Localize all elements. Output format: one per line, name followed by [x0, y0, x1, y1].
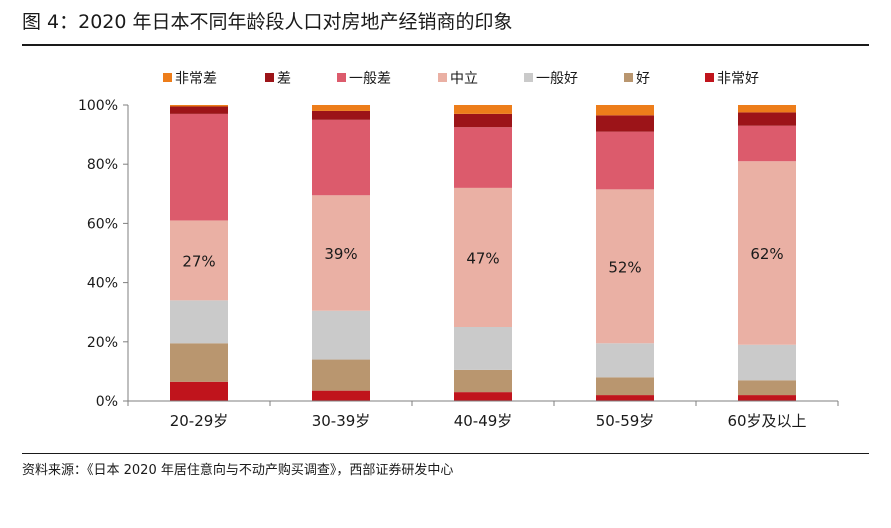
legend-label-5: 一般好 — [536, 71, 578, 87]
y-tick-label-100: 100% — [78, 98, 118, 114]
legend-swatch-4 — [438, 73, 447, 82]
legend-label-7: 非常好 — [717, 71, 759, 87]
legend-label-2: 差 — [277, 71, 291, 87]
bar-40-49-series-4 — [454, 187, 512, 327]
legend-swatch-5 — [524, 73, 533, 82]
bar-50-59-series-5 — [596, 131, 654, 190]
bar-40-49-series-1 — [454, 392, 512, 401]
chart-legend: 非常差 差 一般差 中立 一般好 好 非常好 — [163, 71, 759, 87]
data-label-50-59: 52% — [608, 258, 641, 276]
bar-60-series-7 — [738, 105, 796, 113]
source-note: 资料来源：《日本 2020 年居住意向与不动产购买调查》，西部证券研发中心 — [22, 463, 454, 478]
data-label-20-29: 27% — [182, 252, 215, 270]
x-tick-label-50-59: 50-59岁 — [596, 412, 655, 430]
figure-title: 图 4：2020 年日本不同年龄段人口对房地产经销商的印象 — [22, 11, 513, 33]
bar-50-59-series-6 — [596, 115, 654, 132]
bar-30-39-series-5 — [312, 119, 370, 196]
bar-50-59-series-7 — [596, 105, 654, 116]
bar-50-59-series-3 — [596, 343, 654, 378]
y-tick-label-0: 0% — [96, 394, 118, 410]
bar-20-29-series-4 — [170, 220, 228, 301]
bar-30-39-series-4 — [312, 195, 370, 311]
x-tick-label-20-29: 20-29岁 — [170, 412, 229, 430]
legend-label-3: 一般差 — [349, 71, 391, 87]
bar-50-59-series-1 — [596, 395, 654, 401]
bar-30-39-series-2 — [312, 359, 370, 391]
bar-40-49-series-7 — [454, 105, 512, 114]
legend-swatch-7 — [705, 73, 714, 82]
legend-label-4: 中立 — [450, 71, 478, 87]
y-tick-label-80: 80% — [87, 157, 118, 173]
bar-40-49-series-3 — [454, 327, 512, 370]
bar-60-series-2 — [738, 380, 796, 396]
data-labels: 27% 39% 47% 52% 62% — [182, 245, 783, 276]
bar-40-49-series-2 — [454, 369, 512, 393]
y-axis: 0% 20% 40% 60% 80% 100% — [78, 98, 129, 410]
data-label-40-49: 47% — [466, 249, 499, 267]
bar-20-29-series-2 — [170, 343, 228, 382]
y-tick-label-20: 20% — [87, 335, 118, 351]
y-tick-label-60: 60% — [87, 216, 118, 232]
bar-20-29-series-1 — [170, 381, 228, 401]
bar-30-39-series-1 — [312, 390, 370, 401]
bar-60-series-3 — [738, 344, 796, 381]
bar-30-39-series-3 — [312, 310, 370, 360]
data-label-60: 62% — [750, 245, 783, 263]
data-label-30-39: 39% — [324, 245, 357, 263]
source-divider — [22, 453, 869, 454]
bar-20-29-series-3 — [170, 300, 228, 344]
legend-swatch-6 — [624, 73, 633, 82]
x-axis: 20-29岁 30-39岁 40-49岁 50-59岁 60岁及以上 — [127, 400, 839, 430]
x-tick-label-40-49: 40-49岁 — [454, 412, 513, 430]
legend-label-6: 好 — [636, 71, 650, 87]
y-tick-label-40: 40% — [87, 276, 118, 292]
x-tick-label-60: 60岁及以上 — [727, 412, 806, 430]
bar-60-series-4 — [738, 161, 796, 345]
bar-50-59-series-4 — [596, 189, 654, 344]
bar-40-49-series-6 — [454, 113, 512, 128]
x-tick-label-30-39: 30-39岁 — [312, 412, 371, 430]
title-divider — [22, 44, 869, 46]
legend-swatch-3 — [337, 73, 346, 82]
bar-60-series-6 — [738, 112, 796, 126]
bar-30-39-series-7 — [312, 105, 370, 111]
bar-60-series-5 — [738, 125, 796, 162]
bar-20-29-series-5 — [170, 113, 228, 221]
bars-area — [170, 105, 796, 401]
bar-60-series-1 — [738, 395, 796, 401]
legend-swatch-2 — [265, 73, 274, 82]
bar-30-39-series-6 — [312, 110, 370, 120]
bar-20-29-series-7 — [170, 105, 228, 107]
legend-label-1: 非常差 — [175, 71, 217, 87]
legend-swatch-1 — [163, 73, 172, 82]
bar-20-29-series-6 — [170, 106, 228, 114]
bar-50-59-series-2 — [596, 377, 654, 396]
bar-40-49-series-5 — [454, 127, 512, 188]
